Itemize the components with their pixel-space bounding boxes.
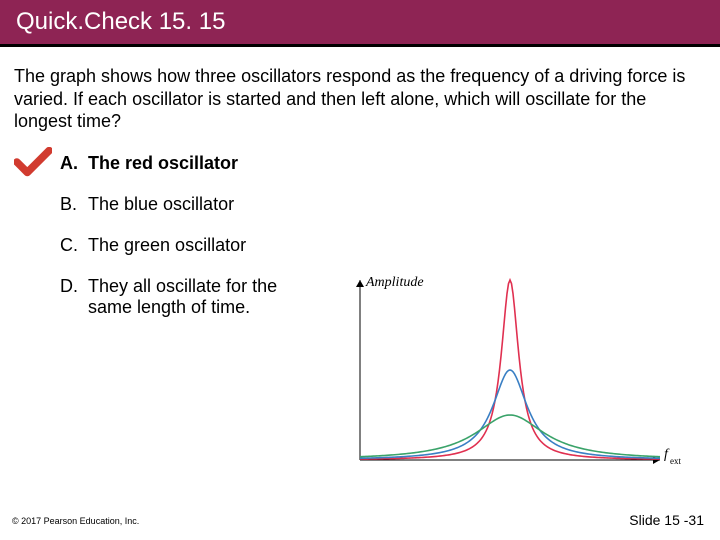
answer-letter: D. <box>60 276 88 297</box>
answer-text: The green oscillator <box>88 235 246 256</box>
answer-letter: A. <box>60 153 88 174</box>
answer-b: B. The blue oscillator <box>60 184 660 225</box>
slide-number: Slide 15 -31 <box>629 512 704 528</box>
copyright-text: © 2017 Pearson Education, Inc. <box>12 516 139 526</box>
answer-letter: C. <box>60 235 88 256</box>
resonance-chart: Amplitudefext <box>320 270 690 480</box>
answer-letter: B. <box>60 194 88 215</box>
answer-text: The blue oscillator <box>88 194 234 215</box>
svg-text:Amplitude: Amplitude <box>365 275 424 290</box>
header-title: Quick.Check 15. 15 <box>16 8 225 35</box>
svg-text:ext: ext <box>670 456 681 466</box>
answer-c: C. The green oscillator <box>60 225 660 266</box>
header-bar: Quick.Check 15. 15 <box>0 0 720 47</box>
checkmark-icon <box>14 147 52 177</box>
question-text: The graph shows how three oscillators re… <box>0 47 720 143</box>
answer-a: A. The red oscillator <box>60 143 660 184</box>
answer-text: They all oscillate for the same length o… <box>88 276 318 318</box>
answer-text: The red oscillator <box>88 153 238 174</box>
